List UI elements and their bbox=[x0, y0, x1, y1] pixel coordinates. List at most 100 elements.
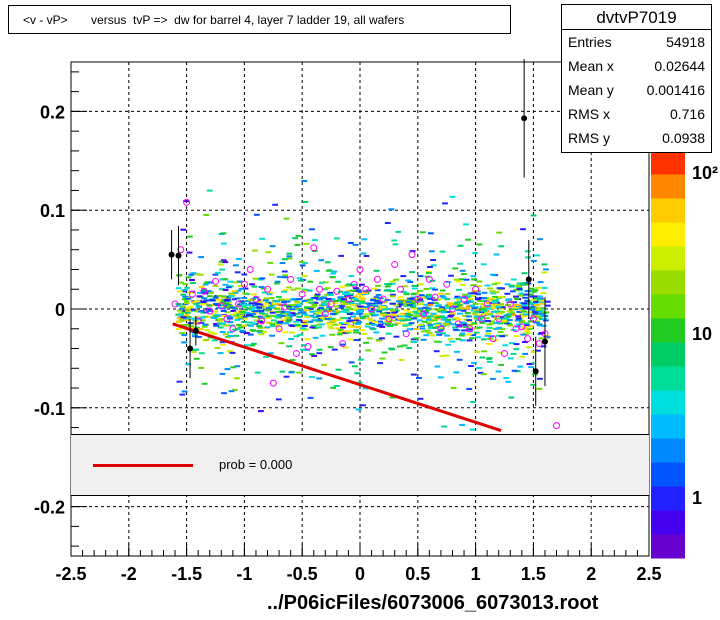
scatter-cell bbox=[544, 300, 551, 303]
scatter-cell bbox=[319, 323, 325, 326]
scatter-cell bbox=[418, 300, 424, 303]
scatter-cell bbox=[509, 313, 516, 316]
profile-point-open bbox=[264, 285, 272, 293]
scatter-cell bbox=[227, 335, 234, 337]
scatter-cell bbox=[444, 298, 451, 301]
scatter-cell bbox=[294, 244, 301, 246]
scatter-cell bbox=[515, 317, 522, 320]
profile-point-filled bbox=[521, 115, 528, 122]
scatter-cell bbox=[301, 299, 308, 302]
scatter-cell bbox=[437, 310, 444, 313]
scatter-cell bbox=[499, 328, 506, 331]
scatter-cell bbox=[533, 300, 539, 303]
scatter-cell bbox=[227, 280, 234, 283]
scatter-cell bbox=[355, 322, 361, 325]
scatter-cell bbox=[452, 305, 459, 308]
scatter-cell bbox=[505, 315, 512, 318]
scatter-cell bbox=[224, 368, 231, 371]
scatter-cell bbox=[301, 344, 307, 347]
scatter-cell bbox=[450, 386, 457, 389]
scatter-cell bbox=[314, 293, 321, 296]
scatter-cell bbox=[541, 286, 548, 289]
profile-point-open bbox=[171, 300, 179, 308]
scatter-cell bbox=[332, 301, 339, 304]
scatter-cell bbox=[335, 280, 341, 283]
profile-point-open bbox=[356, 265, 364, 273]
scatter-cell bbox=[528, 293, 534, 296]
scatter-cell bbox=[224, 311, 231, 314]
scatter-cell bbox=[498, 307, 505, 310]
scatter-cell bbox=[465, 238, 471, 241]
scatter-cell bbox=[375, 294, 382, 296]
scatter-cell bbox=[310, 324, 317, 327]
scatter-cell bbox=[476, 309, 483, 312]
scatter-cell bbox=[530, 259, 537, 262]
scatter-cell bbox=[355, 289, 362, 292]
scatter-cell bbox=[522, 352, 528, 355]
profile-point-open bbox=[501, 349, 508, 357]
scatter-cell bbox=[262, 302, 269, 305]
scatter-cell bbox=[307, 396, 314, 399]
scatter-cell bbox=[498, 245, 505, 248]
scatter-cell bbox=[212, 339, 218, 342]
scatter-cell bbox=[544, 337, 550, 340]
x-tick-label: -1.5 bbox=[171, 564, 202, 584]
scatter-cell bbox=[267, 261, 274, 264]
y-tick-label: 0.2 bbox=[40, 102, 65, 122]
scatter-cell bbox=[301, 325, 308, 327]
scatter-cell bbox=[476, 280, 483, 283]
scatter-cell bbox=[478, 311, 485, 314]
scatter-cell bbox=[220, 310, 227, 312]
scatter-cell bbox=[234, 319, 241, 321]
scatter-cell bbox=[252, 249, 258, 252]
scatter-cell bbox=[318, 281, 325, 284]
scatter-cell bbox=[301, 180, 308, 182]
scatter-cell bbox=[440, 311, 447, 314]
scatter-cell bbox=[411, 307, 417, 310]
scatter-cell bbox=[458, 278, 465, 281]
scatter-cell bbox=[384, 222, 391, 224]
scatter-cell bbox=[459, 321, 465, 324]
scatter-cell bbox=[219, 331, 226, 333]
scatter-cell bbox=[262, 317, 269, 320]
scatter-cell bbox=[274, 282, 280, 285]
scatter-cell bbox=[256, 300, 263, 303]
scatter-cell bbox=[404, 302, 411, 305]
x-tick-label: -1 bbox=[236, 564, 252, 584]
profile-point-open bbox=[246, 265, 254, 273]
scatter-cell bbox=[234, 313, 241, 316]
scatter-cell bbox=[192, 335, 198, 338]
scatter-cell bbox=[476, 326, 483, 329]
scatter-cell bbox=[348, 297, 355, 299]
scatter-cell bbox=[320, 308, 327, 311]
scatter-cell bbox=[249, 308, 255, 311]
scatter-cell bbox=[479, 356, 486, 359]
scatter-cell bbox=[201, 382, 208, 385]
scatter-cell bbox=[321, 363, 327, 366]
scatter-cell bbox=[253, 213, 260, 216]
scatter-cell bbox=[257, 326, 264, 329]
scatter-cell bbox=[485, 299, 491, 302]
scatter-cell bbox=[327, 291, 334, 294]
profile-point-open bbox=[443, 280, 451, 288]
scatter-cell bbox=[203, 299, 210, 302]
scatter-cell bbox=[366, 317, 373, 320]
profile-point-filled bbox=[187, 345, 194, 352]
scatter-cell bbox=[540, 302, 547, 305]
scatter-cell bbox=[193, 303, 200, 306]
scatter-cell bbox=[220, 300, 226, 303]
scatter-cell bbox=[462, 293, 468, 296]
scatter-cell bbox=[193, 302, 200, 305]
scatter-cell bbox=[444, 320, 451, 323]
scatter-cell bbox=[347, 242, 354, 244]
stats-label: RMS y bbox=[568, 130, 610, 146]
stats-value: 0.001416 bbox=[646, 82, 705, 98]
scatter-cell bbox=[203, 311, 209, 314]
scatter-cell bbox=[339, 322, 345, 325]
scatter-cell bbox=[191, 322, 198, 325]
scatter-cell bbox=[377, 320, 383, 323]
scatter-cell bbox=[257, 331, 263, 334]
scatter-cell bbox=[285, 305, 292, 308]
scatter-cell bbox=[190, 301, 197, 304]
profile-point-filled bbox=[192, 327, 199, 334]
